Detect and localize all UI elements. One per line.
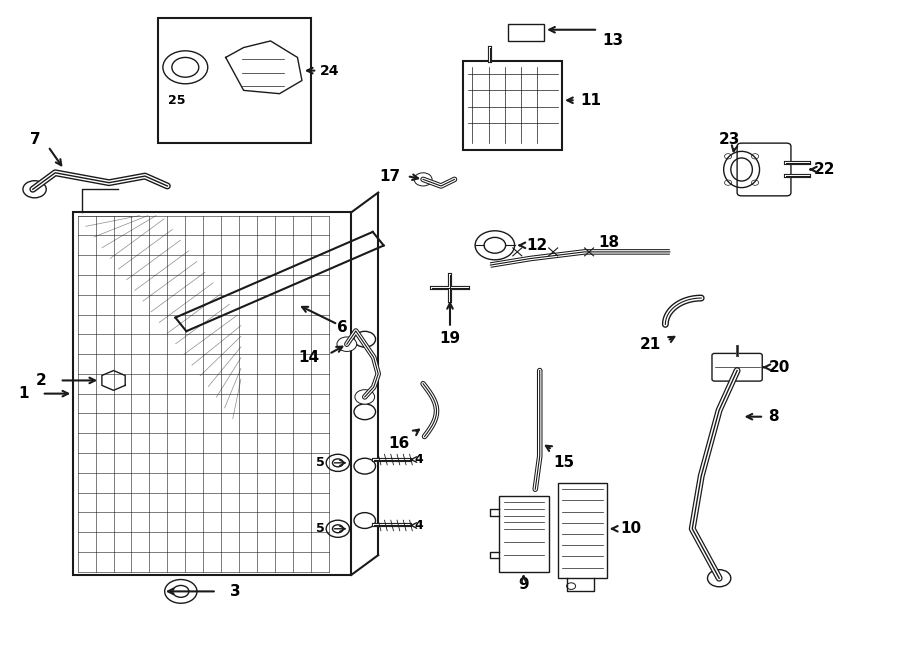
Text: 16: 16 [389, 436, 410, 451]
Text: 25: 25 [167, 94, 185, 107]
Bar [464, 61, 562, 150]
Text: 23: 23 [719, 132, 741, 148]
Text: 4: 4 [414, 453, 423, 466]
Text: 5: 5 [316, 456, 324, 469]
Text: 10: 10 [620, 521, 642, 536]
Text: 8: 8 [769, 409, 779, 424]
Text: 14: 14 [299, 350, 320, 365]
Text: 5: 5 [316, 522, 324, 536]
Text: 7: 7 [31, 132, 40, 148]
Text: 22: 22 [814, 162, 835, 177]
Bar [158, 18, 310, 143]
Text: 18: 18 [598, 234, 619, 250]
Text: 4: 4 [414, 519, 423, 532]
Text: 12: 12 [526, 238, 547, 253]
Text: 13: 13 [602, 34, 624, 48]
Circle shape [414, 173, 432, 186]
Circle shape [337, 337, 356, 352]
Text: 19: 19 [439, 331, 461, 346]
Text: 24: 24 [320, 64, 339, 77]
Circle shape [707, 569, 731, 587]
Text: 15: 15 [554, 455, 574, 470]
Text: 1: 1 [19, 386, 29, 401]
Text: 9: 9 [518, 577, 529, 592]
Bar [558, 483, 607, 578]
Circle shape [355, 390, 374, 404]
Polygon shape [226, 41, 302, 94]
Text: 17: 17 [380, 169, 400, 183]
Circle shape [22, 181, 46, 198]
Text: 6: 6 [337, 320, 347, 335]
Bar [508, 24, 544, 41]
Text: 3: 3 [230, 584, 241, 599]
Text: 21: 21 [640, 337, 661, 352]
Bar [73, 213, 351, 575]
Text: 11: 11 [580, 93, 601, 108]
Text: 20: 20 [769, 359, 790, 375]
Text: 2: 2 [35, 373, 46, 388]
Bar [500, 496, 549, 571]
